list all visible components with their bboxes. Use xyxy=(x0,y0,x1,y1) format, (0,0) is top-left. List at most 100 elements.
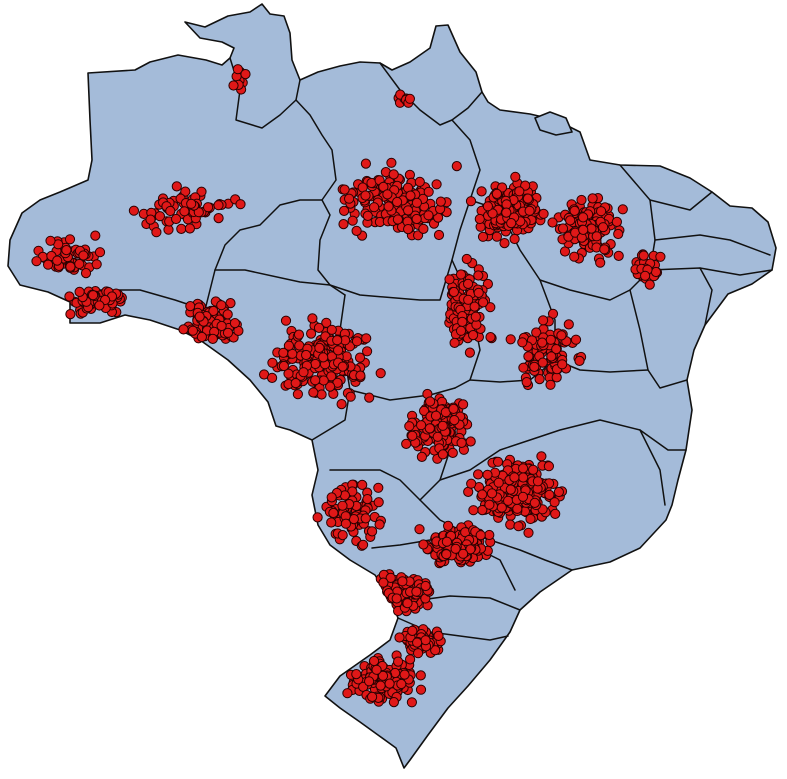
occurrence-point xyxy=(617,204,628,215)
occurrence-point xyxy=(518,362,529,373)
occurrence-point xyxy=(373,497,384,508)
occurrence-point xyxy=(501,207,512,218)
occurrence-point xyxy=(179,206,190,217)
occurrence-point xyxy=(650,266,662,278)
occurrence-point xyxy=(613,228,624,240)
occurrence-point xyxy=(537,357,548,368)
occurrence-point xyxy=(402,598,413,609)
occurrence-point xyxy=(482,201,493,212)
occurrence-point xyxy=(378,577,389,588)
occurrence-point xyxy=(418,223,429,234)
occurrence-point xyxy=(74,286,85,297)
occurrence-point xyxy=(293,329,305,340)
occurrence-point xyxy=(638,250,649,261)
occurrence-point xyxy=(373,482,384,493)
occurrence-point xyxy=(523,527,534,538)
occurrence-point xyxy=(444,274,455,285)
occurrence-point xyxy=(543,461,555,472)
occurrence-point xyxy=(569,205,580,216)
occurrence-point xyxy=(213,213,224,224)
state-border xyxy=(699,267,713,326)
occurrence-point xyxy=(351,669,362,680)
state-border xyxy=(214,199,331,286)
occurrence-point xyxy=(340,518,351,529)
occurrence-point xyxy=(506,218,517,229)
occurrence-point xyxy=(375,368,386,379)
occurrence-point xyxy=(570,334,582,345)
occurrence-point xyxy=(364,392,375,403)
occurrence-point xyxy=(611,216,623,227)
occurrence-point xyxy=(484,499,495,510)
occurrence-point xyxy=(448,403,459,414)
occurrence-point xyxy=(326,324,337,335)
occurrence-point xyxy=(326,492,337,503)
occurrence-point xyxy=(367,691,378,703)
occurrence-point xyxy=(458,399,469,410)
state-border xyxy=(649,191,713,211)
occurrence-point xyxy=(418,539,429,550)
occurrence-point xyxy=(176,223,187,234)
occurrence-point xyxy=(222,327,234,338)
occurrence-point xyxy=(430,410,442,421)
occurrence-point xyxy=(437,420,448,431)
occurrence-point xyxy=(339,205,350,216)
occurrence-point xyxy=(468,505,479,516)
occurrence-point xyxy=(441,549,452,560)
occurrence-point xyxy=(586,223,597,234)
occurrence-point xyxy=(383,201,394,212)
occurrence-point xyxy=(576,194,587,206)
occurrence-point xyxy=(347,215,358,226)
occurrence-point xyxy=(405,654,416,665)
occurrence-point xyxy=(437,449,448,460)
occurrence-point xyxy=(94,300,105,311)
occurrence-point xyxy=(455,325,467,336)
state-border xyxy=(329,119,481,301)
occurrence-point xyxy=(509,233,520,245)
occurrence-point xyxy=(599,244,610,255)
occurrence-point xyxy=(364,676,375,687)
occurrence-point xyxy=(595,257,606,268)
occurrence-point xyxy=(337,361,348,372)
occurrence-point xyxy=(525,513,536,525)
occurrence-point xyxy=(455,269,467,280)
occurrence-point xyxy=(477,489,488,500)
occurrence-point xyxy=(362,494,373,505)
occurrence-point xyxy=(235,199,246,210)
occurrence-point xyxy=(424,423,435,434)
occurrence-point xyxy=(196,331,207,343)
occurrence-point xyxy=(369,202,380,213)
occurrence-point xyxy=(375,680,386,691)
occurrence-point xyxy=(505,484,516,495)
occurrence-point xyxy=(414,176,425,187)
occurrence-point xyxy=(229,318,240,329)
data-points xyxy=(31,64,666,708)
occurrence-point xyxy=(415,684,427,695)
occurrence-point xyxy=(203,202,214,213)
occurrence-point xyxy=(332,335,343,346)
occurrence-point xyxy=(345,391,356,402)
occurrence-point xyxy=(420,635,431,646)
occurrence-point xyxy=(644,279,655,290)
occurrence-point xyxy=(531,327,542,338)
state-border xyxy=(295,99,337,201)
occurrence-point xyxy=(487,208,498,219)
occurrence-point xyxy=(405,190,416,201)
occurrence-point xyxy=(351,225,362,236)
occurrence-point xyxy=(240,69,251,80)
occurrence-point xyxy=(528,464,539,475)
occurrence-point xyxy=(310,375,321,386)
occurrence-point xyxy=(301,349,312,361)
occurrence-point xyxy=(431,179,442,190)
occurrence-point xyxy=(184,223,195,234)
occurrence-point xyxy=(469,301,480,312)
occurrence-point xyxy=(180,186,191,197)
occurrence-point xyxy=(473,469,484,480)
occurrence-point xyxy=(222,309,233,320)
occurrence-point xyxy=(476,186,487,197)
occurrence-point xyxy=(406,697,417,708)
occurrence-point xyxy=(414,524,425,535)
occurrence-point xyxy=(371,664,382,675)
occurrence-point xyxy=(401,438,412,449)
occurrence-point xyxy=(399,669,410,680)
